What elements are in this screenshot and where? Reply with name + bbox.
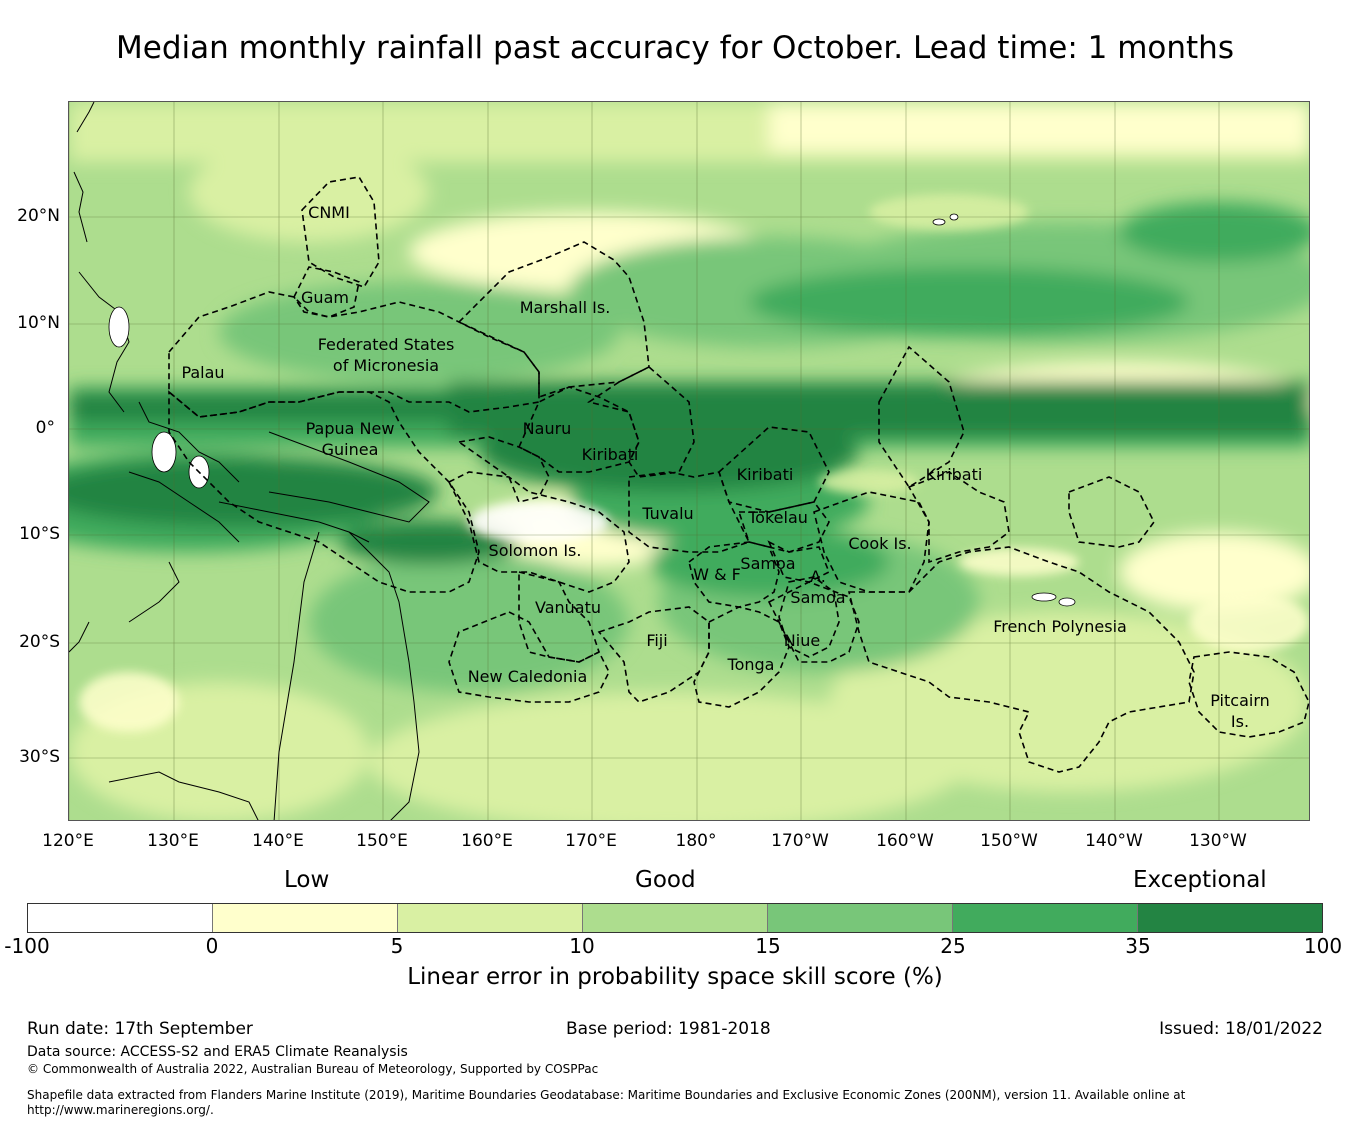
lon-tick: 130°W	[1189, 831, 1247, 851]
copyright: © Commonwealth of Australia 2022, Austra…	[27, 1062, 599, 1076]
lat-tick: 10°S	[19, 524, 60, 544]
region-label-samoa: Samoa	[740, 554, 796, 573]
lon-tick: 180°	[675, 831, 717, 851]
colorbar-tick: 35	[1125, 934, 1151, 958]
legend-label-good: Good	[635, 867, 696, 893]
colorbar-tick: 15	[755, 934, 781, 958]
region-label-fsm: Federated States of Micronesia	[317, 335, 455, 375]
region-label-guam: Guam	[301, 288, 349, 307]
lat-tick: 20°N	[17, 206, 60, 226]
region-label-palau: Palau	[181, 363, 225, 382]
legend-label-exceptional: Exceptional	[1133, 867, 1267, 893]
legend-label-low: Low	[284, 867, 330, 893]
lon-tick: 120°E	[42, 831, 94, 851]
colorbar-tick: 100	[1303, 934, 1343, 958]
colorbar-segment	[768, 904, 953, 932]
chart-title: Median monthly rainfall past accuracy fo…	[116, 30, 1234, 66]
colorbar	[27, 903, 1323, 933]
region-label-png: Papua New Guinea	[305, 419, 395, 459]
coastlines	[69, 102, 430, 820]
colorbar-tick: -100	[4, 934, 50, 958]
region-label-solomon: Solomon Is.	[488, 541, 582, 560]
lon-tick: 140°W	[1085, 831, 1143, 851]
colorbar-segment	[213, 904, 398, 932]
region-label-cnmi: CNMI	[308, 203, 350, 222]
region-label-tonga: Tonga	[727, 655, 775, 674]
lat-tick: 30°S	[19, 747, 60, 767]
region-label-wf: W & F	[693, 565, 741, 584]
region-label-pitcairn: Pitcairn Is.	[1210, 691, 1270, 731]
region-label-nauru: Nauru	[522, 419, 572, 438]
colorbar-segment	[28, 904, 213, 932]
colorbar-segment	[583, 904, 768, 932]
skill-map	[68, 101, 1310, 821]
lon-tick: 170°E	[565, 831, 617, 851]
region-label-new-caledonia: New Caledonia	[467, 667, 588, 686]
lon-tick: 130°E	[147, 831, 199, 851]
data-source: Data source: ACCESS-S2 and ERA5 Climate …	[27, 1044, 408, 1060]
lon-tick: 160°E	[461, 831, 513, 851]
issued-date: Issued: 18/01/2022	[1159, 1019, 1323, 1039]
region-label-cook: Cook Is.	[848, 534, 912, 553]
lon-tick: 160°W	[876, 831, 934, 851]
region-label-tuvalu: Tuvalu	[642, 504, 694, 523]
colorbar-tick: 5	[390, 934, 404, 958]
lon-tick: 150°E	[356, 831, 408, 851]
region-label-vanuatu: Vanuatu	[534, 598, 601, 617]
region-label-tokelau: Tokelau	[748, 508, 808, 527]
run-date: Run date: 17th September	[27, 1019, 253, 1039]
region-label-french-polynesia: French Polynesia	[993, 617, 1127, 636]
colorbar-tick: 10	[569, 934, 595, 958]
eez-boundaries	[168, 176, 1309, 773]
colorbar-tick: 0	[205, 934, 219, 958]
colorbar-segment	[1138, 904, 1322, 932]
region-label-marshall: Marshall Is.	[519, 298, 611, 317]
lon-tick: 140°E	[252, 831, 304, 851]
region-label-kiribati-e: Kiribati	[925, 465, 983, 484]
colorbar-tick: 25	[940, 934, 966, 958]
colorbar-segment	[953, 904, 1138, 932]
region-label-kiribati-c: Kiribati	[736, 465, 794, 484]
shapefile-credit: Shapefile data extracted from Flanders M…	[27, 1088, 1186, 1117]
lat-tick: 0°	[35, 418, 55, 438]
region-label-niue: Niue	[783, 631, 821, 650]
colorbar-title: Linear error in probability space skill …	[407, 964, 943, 990]
base-period: Base period: 1981-2018	[566, 1019, 771, 1039]
colorbar-segment	[398, 904, 583, 932]
region-label-fiji: Fiji	[646, 631, 668, 650]
lon-tick: 150°W	[980, 831, 1038, 851]
lat-tick: 10°N	[17, 313, 60, 333]
lon-tick: 170°W	[771, 831, 829, 851]
region-label-kiribati-w: Kiribati	[581, 445, 639, 464]
lat-tick: 20°S	[19, 632, 60, 652]
region-label-asamoa: A. Samoa	[790, 567, 846, 607]
